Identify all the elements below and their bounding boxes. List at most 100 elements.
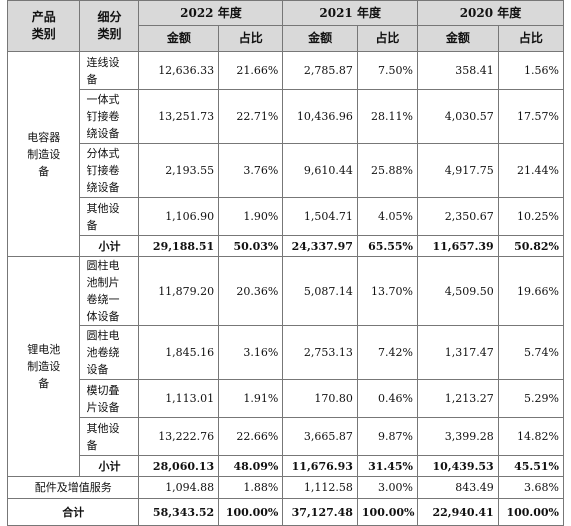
cell-ratio-2022: 20.36%	[218, 256, 284, 326]
table-row: 圆柱电 池卷绕 设备 1,845.16 3.16% 2,753.13 7.42%…	[8, 325, 565, 380]
header-year-2022: 2022 年度	[138, 0, 284, 26]
cell-ratio-2022: 3.76%	[218, 143, 284, 198]
cell-amount-2021: 2,785.87	[282, 51, 358, 90]
sub-category-label: 其他设 备	[79, 197, 140, 236]
subtotal-amount-2020: 10,439.53	[416, 455, 499, 477]
sub-category-label: 圆柱电 池卷绕 设备	[79, 325, 140, 380]
cell-ratio-2021: 13.70%	[356, 256, 418, 326]
total-ratio-2020: 100.00%	[497, 498, 565, 526]
cell-ratio-2020: 1.56%	[497, 51, 565, 90]
cell-amount-2021: 170.80	[282, 379, 358, 418]
cell-amount-2022: 2,193.55	[138, 143, 220, 198]
cell-amount-2020: 1,213.27	[416, 379, 499, 418]
cell-ratio-2022: 22.71%	[218, 89, 284, 144]
cell-amount-2021: 5,087.14	[282, 256, 358, 326]
cell-ratio-2021: 9.87%	[356, 417, 418, 456]
sub-category-label: 圆柱电 池制片 卷绕一 体设备	[79, 256, 140, 326]
cell-ratio-2021: 25.88%	[356, 143, 418, 198]
cell-amount-2021: 2,753.13	[282, 325, 358, 380]
sub-category-label: 分体式 钉接卷 绕设备	[79, 143, 140, 198]
table-row: 其他设 备 1,106.90 1.90% 1,504.71 4.05% 2,35…	[8, 197, 565, 236]
cell-amount-2020: 1,317.47	[416, 325, 499, 380]
table-row: 一体式 钉接卷 绕设备 13,251.73 22.71% 10,436.96 2…	[8, 89, 565, 144]
header-amount: 金额	[138, 25, 220, 52]
subtotal-amount-2022: 28,060.13	[138, 455, 220, 477]
cell-ratio-2021: 7.50%	[356, 51, 418, 90]
cell-ratio-2020: 5.29%	[497, 379, 565, 418]
header-amount: 金额	[416, 25, 499, 52]
header-year-2020: 2020 年度	[416, 0, 565, 26]
table-row: 锂电池 制造设 备 圆柱电 池制片 卷绕一 体设备 11,879.20 20.3…	[6, 256, 565, 477]
cell-amount-2020: 4,917.75	[416, 143, 499, 198]
subtotal-ratio-2020: 45.51%	[497, 455, 565, 477]
cell-ratio-2022: 1.90%	[218, 197, 284, 236]
subtotal-row: 小计 29,188.51 50.03% 24,337.97 65.55% 11,…	[8, 235, 565, 257]
cell-amount-2020: 4,030.57	[416, 89, 499, 144]
subtotal-ratio-2020: 50.82%	[497, 235, 565, 257]
total-ratio-2022: 100.00%	[218, 498, 284, 526]
cell-amount-2020: 3,399.28	[416, 417, 499, 456]
subtotal-amount-2020: 11,657.39	[416, 235, 499, 257]
cell-ratio-2020: 10.25%	[497, 197, 565, 236]
cell-ratio-2020: 19.66%	[497, 256, 565, 326]
header-ratio: 占比	[218, 25, 284, 52]
cell-ratio-2021: 28.11%	[356, 89, 418, 144]
cell-ratio-2020: 5.74%	[497, 325, 565, 380]
cell-amount-2022: 13,251.73	[138, 89, 220, 144]
header-amount: 金额	[282, 25, 358, 52]
sub-category-label: 模切叠 片设备	[79, 379, 140, 418]
subtotal-amount-2022: 29,188.51	[138, 235, 220, 257]
cell-amount-2022: 12,636.33	[138, 51, 220, 90]
cell-amount-2022: 13,222.76	[138, 417, 220, 456]
sub-category-label: 连线设 备	[79, 51, 140, 90]
service-row: 配件及增值服务 1,094.88 1.88% 1,112.58 3.00% 84…	[6, 476, 565, 499]
service-ratio-2022: 1.88%	[218, 476, 284, 499]
cell-ratio-2021: 4.05%	[356, 197, 418, 236]
cell-amount-2021: 1,504.71	[282, 197, 358, 236]
total-ratio-2021: 100.00%	[356, 498, 418, 526]
table-row: 电容器 制造设 备 连线设 备 12,636.33 21.66% 2,785.8…	[6, 51, 565, 257]
cell-amount-2020: 2,350.67	[416, 197, 499, 236]
cell-ratio-2020: 21.44%	[497, 143, 565, 198]
category-lithium-battery-equipment: 锂电池 制造设 备	[6, 256, 81, 477]
table-row: 分体式 钉接卷 绕设备 2,193.55 3.76% 9,610.44 25.8…	[8, 143, 565, 198]
table-row: 模切叠 片设备 1,113.01 1.91% 170.80 0.46% 1,21…	[8, 379, 565, 418]
cell-amount-2022: 1,113.01	[138, 379, 220, 418]
cell-ratio-2022: 22.66%	[218, 417, 284, 456]
total-label: 合计	[6, 498, 140, 526]
cell-amount-2022: 1,106.90	[138, 197, 220, 236]
subtotal-ratio-2022: 48.09%	[218, 455, 284, 477]
cell-amount-2021: 9,610.44	[282, 143, 358, 198]
cell-ratio-2022: 1.91%	[218, 379, 284, 418]
sub-category-label: 其他设 备	[79, 417, 140, 456]
header-ratio: 占比	[497, 25, 565, 52]
header-ratio: 占比	[356, 25, 418, 52]
header-product-category: 产品 类别	[6, 0, 81, 52]
service-amount-2020: 843.49	[416, 476, 499, 499]
cell-ratio-2022: 21.66%	[218, 51, 284, 90]
subtotal-amount-2021: 24,337.97	[282, 235, 358, 257]
total-amount-2022: 58,343.52	[138, 498, 220, 526]
service-amount-2022: 1,094.88	[138, 476, 220, 499]
cell-ratio-2020: 17.57%	[497, 89, 565, 144]
cell-amount-2021: 3,665.87	[282, 417, 358, 456]
subtotal-ratio-2021: 65.55%	[356, 235, 418, 257]
subtotal-amount-2021: 11,676.93	[282, 455, 358, 477]
category-capacitor-equipment: 电容器 制造设 备	[6, 51, 81, 257]
cell-amount-2022: 1,845.16	[138, 325, 220, 380]
service-ratio-2021: 3.00%	[356, 476, 418, 499]
cell-amount-2022: 11,879.20	[138, 256, 220, 326]
subtotal-row: 小计 28,060.13 48.09% 11,676.93 31.45% 10,…	[8, 455, 565, 477]
cell-amount-2021: 10,436.96	[282, 89, 358, 144]
service-amount-2021: 1,112.58	[282, 476, 358, 499]
total-row: 合计 58,343.52 100.00% 37,127.48 100.00% 2…	[6, 498, 565, 526]
total-amount-2020: 22,940.41	[416, 498, 499, 526]
service-ratio-2020: 3.68%	[497, 476, 565, 499]
table-row: 其他设 备 13,222.76 22.66% 3,665.87 9.87% 3,…	[8, 417, 565, 456]
sub-category-label: 一体式 钉接卷 绕设备	[79, 89, 140, 144]
cell-ratio-2021: 0.46%	[356, 379, 418, 418]
header-year-2021: 2021 年度	[282, 0, 418, 26]
revenue-breakdown-table: 产品 类别 细分 类别 2022 年度 2021 年度 2020 年度 金额 占…	[6, 0, 565, 526]
subtotal-label: 小计	[79, 235, 140, 257]
header-sub-category: 细分 类别	[79, 0, 140, 52]
